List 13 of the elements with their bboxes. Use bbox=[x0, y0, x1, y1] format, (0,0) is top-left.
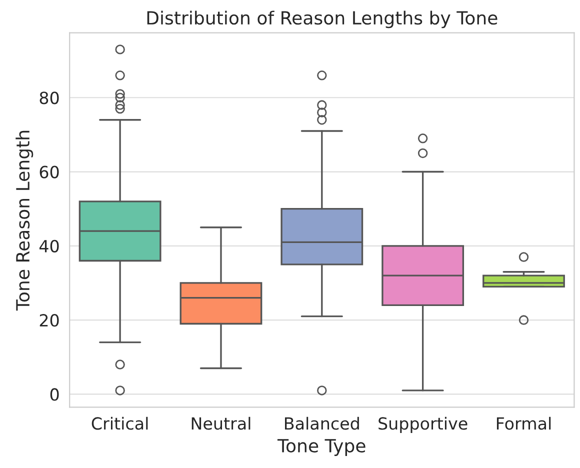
y-tick-label: 0 bbox=[50, 388, 59, 401]
chart-title: Distribution of Reason Lengths by Tone bbox=[147, 10, 498, 28]
y-tick-label: 20 bbox=[40, 314, 59, 327]
x-tick-label: Critical bbox=[92, 416, 148, 430]
y-axis-title: Tone Reason Length bbox=[16, 130, 34, 311]
x-axis-title: Tone Type bbox=[277, 439, 366, 456]
y-tick-label: 80 bbox=[40, 92, 59, 104]
y-tick-label: 40 bbox=[39, 240, 59, 252]
x-tick-label: Balanced bbox=[285, 416, 359, 430]
x-tick-label: Supportive bbox=[378, 416, 468, 434]
x-tick-label: Neutral bbox=[192, 416, 250, 430]
x-tick-label: Formal bbox=[496, 416, 551, 430]
y-tick-label: 60 bbox=[40, 166, 59, 178]
